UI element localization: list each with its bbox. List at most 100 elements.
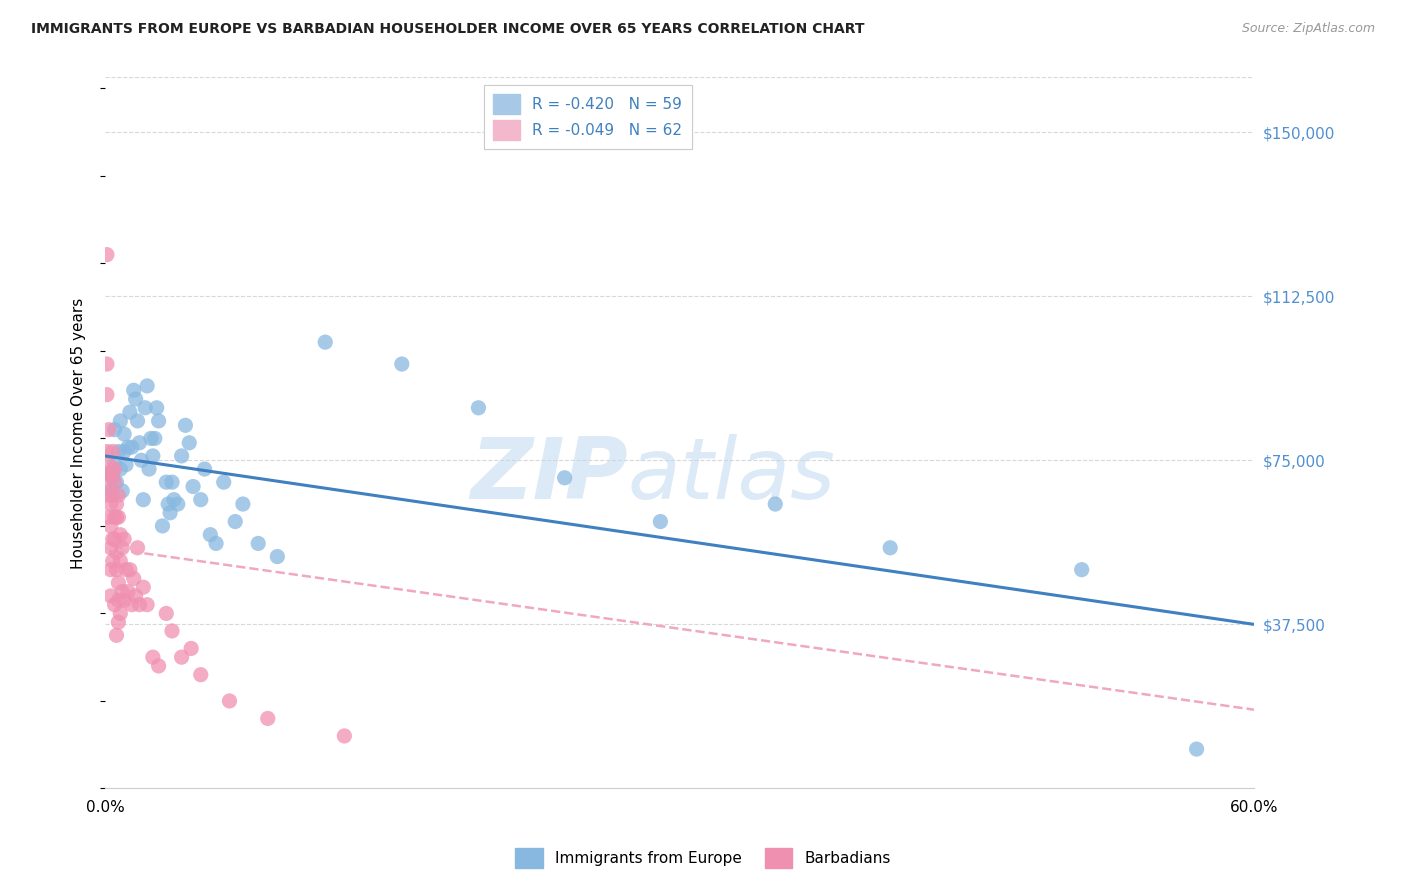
Legend: R = -0.420   N = 59, R = -0.049   N = 62: R = -0.420 N = 59, R = -0.049 N = 62 bbox=[484, 85, 692, 149]
Point bbox=[115, 563, 138, 577]
Point bbox=[155, 475, 177, 490]
Point bbox=[170, 449, 193, 463]
Point bbox=[391, 357, 413, 371]
Point bbox=[112, 532, 135, 546]
Y-axis label: Householder Income Over 65 years: Householder Income Over 65 years bbox=[72, 297, 86, 568]
Point bbox=[152, 519, 174, 533]
Point bbox=[101, 488, 124, 502]
Point bbox=[136, 598, 159, 612]
Point bbox=[134, 401, 156, 415]
Point bbox=[160, 624, 183, 638]
Point bbox=[105, 545, 128, 559]
Point bbox=[110, 554, 132, 568]
Point bbox=[100, 483, 122, 498]
Point bbox=[127, 414, 149, 428]
Point bbox=[105, 510, 128, 524]
Point bbox=[179, 435, 201, 450]
Point bbox=[1185, 742, 1208, 756]
Point bbox=[128, 598, 150, 612]
Point bbox=[148, 659, 170, 673]
Point bbox=[163, 492, 186, 507]
Point bbox=[101, 444, 124, 458]
Point bbox=[103, 532, 125, 546]
Point bbox=[105, 628, 128, 642]
Point bbox=[96, 387, 118, 401]
Point bbox=[103, 598, 125, 612]
Point bbox=[107, 444, 129, 458]
Point bbox=[97, 467, 120, 481]
Point bbox=[112, 427, 135, 442]
Point bbox=[117, 584, 139, 599]
Point bbox=[110, 414, 132, 428]
Point bbox=[112, 593, 135, 607]
Point bbox=[101, 554, 124, 568]
Point bbox=[97, 423, 120, 437]
Point bbox=[97, 510, 120, 524]
Point bbox=[143, 431, 166, 445]
Point bbox=[467, 401, 489, 415]
Point bbox=[97, 458, 120, 472]
Point bbox=[159, 506, 181, 520]
Point bbox=[96, 444, 118, 458]
Point bbox=[157, 497, 180, 511]
Point bbox=[121, 440, 143, 454]
Point bbox=[132, 492, 155, 507]
Point bbox=[194, 462, 217, 476]
Point bbox=[103, 510, 125, 524]
Point bbox=[103, 462, 125, 476]
Point bbox=[111, 541, 134, 555]
Legend: Immigrants from Europe, Barbadians: Immigrants from Europe, Barbadians bbox=[509, 842, 897, 873]
Point bbox=[155, 607, 177, 621]
Point bbox=[124, 392, 146, 406]
Point bbox=[100, 519, 122, 533]
Point bbox=[110, 462, 132, 476]
Point bbox=[107, 593, 129, 607]
Point bbox=[122, 384, 145, 398]
Point bbox=[121, 598, 143, 612]
Point bbox=[101, 532, 124, 546]
Point bbox=[763, 497, 786, 511]
Point bbox=[112, 444, 135, 458]
Text: Source: ZipAtlas.com: Source: ZipAtlas.com bbox=[1241, 22, 1375, 36]
Point bbox=[160, 475, 183, 490]
Point bbox=[107, 575, 129, 590]
Point bbox=[105, 563, 128, 577]
Point bbox=[127, 541, 149, 555]
Point bbox=[314, 335, 336, 350]
Point bbox=[110, 527, 132, 541]
Point bbox=[650, 515, 672, 529]
Point bbox=[101, 471, 124, 485]
Point bbox=[107, 488, 129, 502]
Point bbox=[100, 541, 122, 555]
Point bbox=[124, 589, 146, 603]
Point bbox=[190, 667, 212, 681]
Point bbox=[131, 453, 153, 467]
Point bbox=[247, 536, 270, 550]
Point bbox=[97, 467, 120, 481]
Point bbox=[142, 449, 165, 463]
Point bbox=[105, 497, 128, 511]
Point bbox=[212, 475, 235, 490]
Text: ZIP: ZIP bbox=[470, 434, 628, 517]
Point bbox=[117, 440, 139, 454]
Point bbox=[224, 515, 246, 529]
Point bbox=[105, 475, 128, 490]
Point bbox=[205, 536, 228, 550]
Point bbox=[232, 497, 254, 511]
Point bbox=[122, 571, 145, 585]
Point bbox=[333, 729, 356, 743]
Point bbox=[100, 563, 122, 577]
Point bbox=[107, 615, 129, 630]
Point bbox=[200, 527, 222, 541]
Point bbox=[100, 589, 122, 603]
Point bbox=[103, 423, 125, 437]
Point bbox=[97, 488, 120, 502]
Point bbox=[111, 483, 134, 498]
Point bbox=[266, 549, 288, 564]
Point bbox=[103, 458, 125, 472]
Point bbox=[118, 563, 141, 577]
Point bbox=[181, 479, 204, 493]
Point bbox=[142, 650, 165, 665]
Point bbox=[139, 431, 162, 445]
Point bbox=[101, 467, 124, 481]
